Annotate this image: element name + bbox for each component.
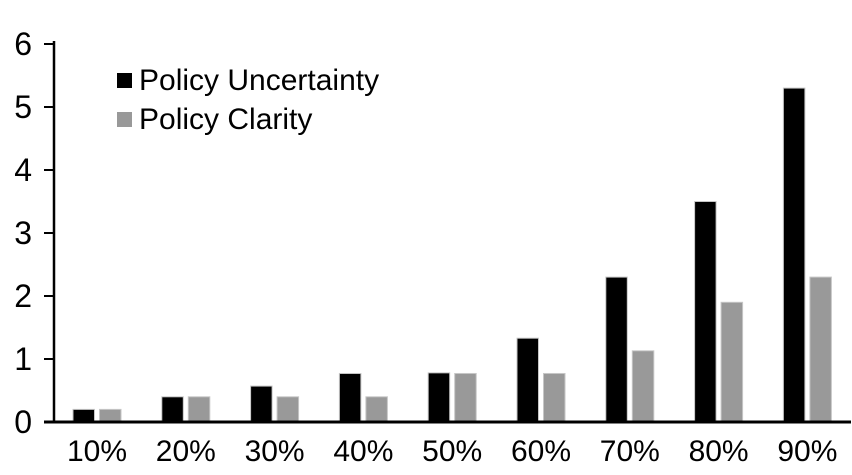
- bar-policy-uncertainty-20%: [161, 396, 184, 423]
- bar-policy-uncertainty-40%: [338, 372, 362, 423]
- legend-swatch-policy-uncertainty: [117, 73, 132, 88]
- legend: Policy Uncertainty Policy Clarity: [117, 64, 379, 142]
- y-tick-label-1: 1: [14, 341, 32, 377]
- bar-policy-uncertainty-10%: [72, 408, 95, 423]
- bar-policy-clarity-40%: [365, 396, 388, 423]
- legend-item-policy-uncertainty: Policy Uncertainty: [117, 64, 379, 97]
- bar-policy-clarity-30%: [276, 396, 300, 423]
- bar-policy-clarity-90%: [809, 276, 832, 423]
- x-category-label-40%: 40%: [333, 435, 393, 468]
- bar-policy-clarity-20%: [187, 396, 211, 423]
- bar-policy-uncertainty-80%: [694, 201, 717, 423]
- x-category-label-70%: 70%: [600, 435, 660, 468]
- legend-item-policy-clarity: Policy Clarity: [117, 103, 379, 136]
- x-category-label-60%: 60%: [511, 435, 571, 468]
- bar-policy-uncertainty-90%: [782, 87, 806, 423]
- x-category-label-90%: 90%: [777, 435, 837, 468]
- x-category-label-10%: 10%: [67, 435, 127, 468]
- x-category-label-80%: 80%: [689, 435, 749, 468]
- y-tick-label-6: 6: [14, 26, 32, 62]
- x-category-label-20%: 20%: [156, 435, 216, 468]
- legend-swatch-policy-clarity: [117, 112, 132, 127]
- bar-policy-uncertainty-50%: [427, 372, 451, 423]
- x-category-label-30%: 30%: [245, 435, 305, 468]
- bar-policy-clarity-10%: [99, 408, 122, 423]
- bar-policy-clarity-60%: [543, 372, 566, 423]
- bar-policy-clarity-70%: [631, 350, 655, 423]
- legend-label-policy-clarity: Policy Clarity: [139, 103, 313, 136]
- y-tick-label-2: 2: [14, 278, 32, 314]
- y-tick-label-3: 3: [14, 215, 32, 251]
- x-category-label-50%: 50%: [422, 435, 482, 468]
- bar-policy-uncertainty-30%: [250, 385, 273, 423]
- y-tick-label-5: 5: [14, 89, 32, 125]
- bar-policy-uncertainty-70%: [605, 276, 628, 423]
- bar-policy-uncertainty-60%: [516, 337, 539, 423]
- legend-label-policy-uncertainty: Policy Uncertainty: [139, 64, 380, 97]
- bar-policy-clarity-50%: [454, 372, 477, 423]
- bar-policy-clarity-80%: [720, 301, 744, 423]
- y-tick-label-0: 0: [14, 404, 32, 440]
- y-tick-label-4: 4: [14, 152, 32, 188]
